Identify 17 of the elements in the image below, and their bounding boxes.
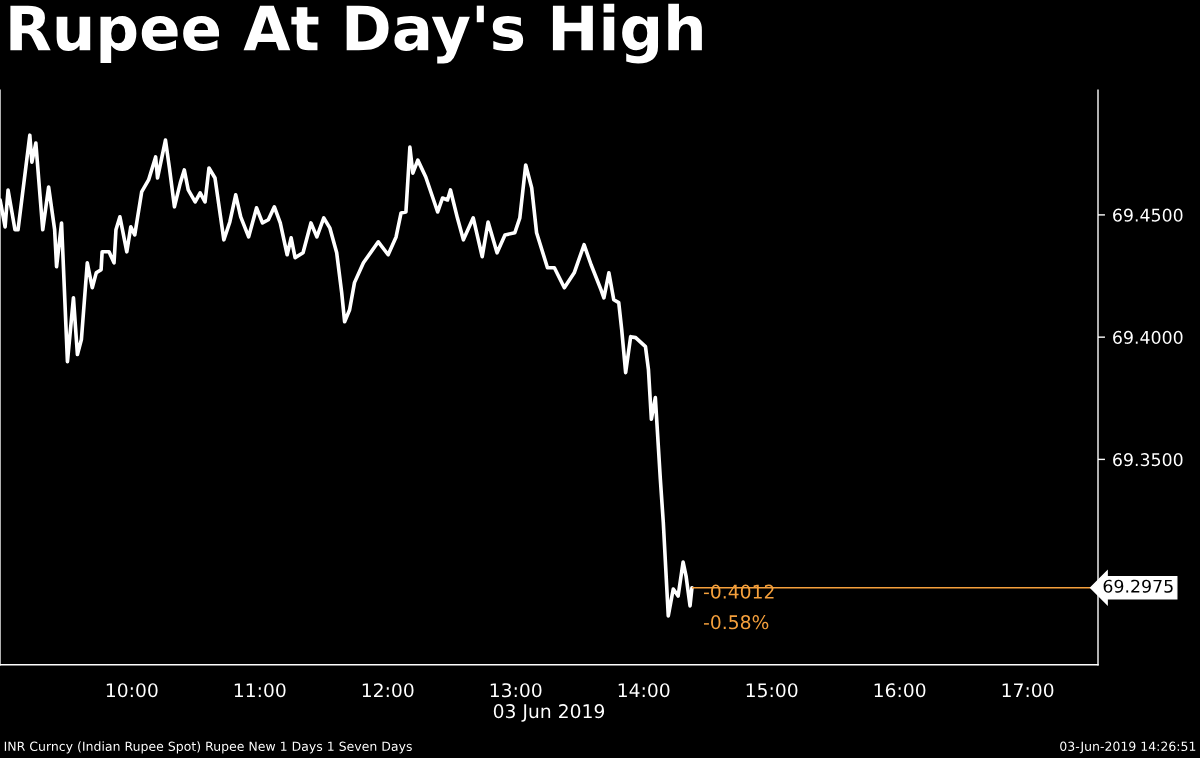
x-tick-label: 17:00 xyxy=(1002,683,1054,698)
x-tick-label: 12:00 xyxy=(362,683,414,698)
text: 03-Jun-2019 14:26:51 xyxy=(1060,741,1196,754)
y-tick-label: 69.4000 xyxy=(1113,330,1183,344)
x-tick-label: 15:00 xyxy=(746,683,798,698)
x-tick-label: 14:00 xyxy=(618,683,670,698)
y-tick-label: 69.3500 xyxy=(1113,453,1183,467)
x-tick-label: 11:00 xyxy=(234,683,286,698)
x-axis-title: 03 Jun 2019 xyxy=(493,704,605,722)
y-tick-label: 69.4500 xyxy=(1113,208,1183,222)
x-tick-label: 16:00 xyxy=(874,683,926,698)
text: INR Curncy (Indian Rupee Spot) Rupee New 1 Days 1 Seven Days xyxy=(4,741,412,754)
ref-line-label: 69.2975 xyxy=(1103,579,1173,593)
x-tick-label: 10:00 xyxy=(106,683,158,698)
x-tick-label: 13:00 xyxy=(490,683,542,698)
chart-title: Rupee At Day's High xyxy=(10,3,702,64)
annotation: -0.58% xyxy=(703,615,769,630)
